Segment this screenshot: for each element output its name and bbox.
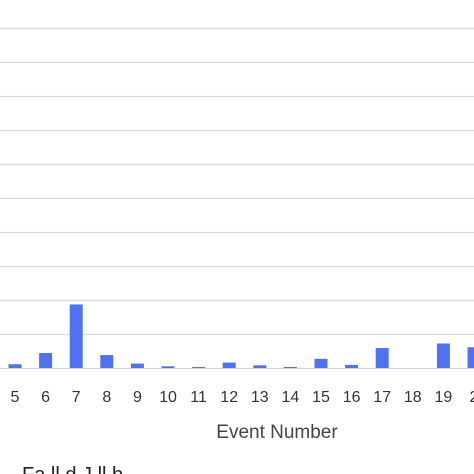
bar-event-17 (375, 347, 389, 368)
x-tick-label: 15 (312, 389, 330, 406)
x-tick-labels: 5 6 7 8 9 10 11 12 13 14 15 16 17 18 19 2 (11, 389, 474, 406)
bar-event-10 (161, 366, 175, 368)
x-tick-label: 11 (190, 389, 207, 406)
x-tick-label: 18 (404, 389, 422, 406)
x-tick-label: 12 (220, 389, 238, 406)
x-tick-label: 9 (133, 389, 142, 406)
x-tick-label: 10 (159, 389, 177, 406)
x-tick-label: 19 (435, 389, 453, 406)
x-tick-label: 5 (11, 389, 20, 406)
x-tick-label: 17 (373, 389, 391, 406)
bar-event-5 (8, 364, 22, 368)
x-tick-label: 2 (470, 389, 474, 406)
bar-event-16 (345, 364, 359, 368)
x-tick-label: 16 (343, 389, 361, 406)
x-tick-label: 6 (41, 389, 50, 406)
bar-event-9 (130, 363, 144, 368)
bar-event-6 (39, 353, 53, 368)
bar-event-19 (436, 343, 450, 368)
x-tick-label: 8 (102, 389, 111, 406)
bar-event-7 (69, 304, 83, 368)
bar-event-11 (192, 366, 206, 368)
x-tick-label: 7 (72, 389, 81, 406)
x-tick-label: 14 (282, 389, 300, 406)
bar-event-14 (283, 366, 297, 368)
bars (8, 304, 474, 368)
bar-event-15 (314, 358, 328, 368)
x-tick-label: 13 (251, 389, 269, 406)
x-axis-title: Event Number (216, 422, 338, 443)
bar-event-12 (222, 362, 236, 368)
bar-event-8 (100, 355, 114, 368)
bar-event-2 (467, 347, 474, 368)
bar-event-13 (253, 365, 267, 368)
gridlines (0, 27, 474, 336)
figure-caption: Fa ll d J ll b (22, 464, 123, 474)
